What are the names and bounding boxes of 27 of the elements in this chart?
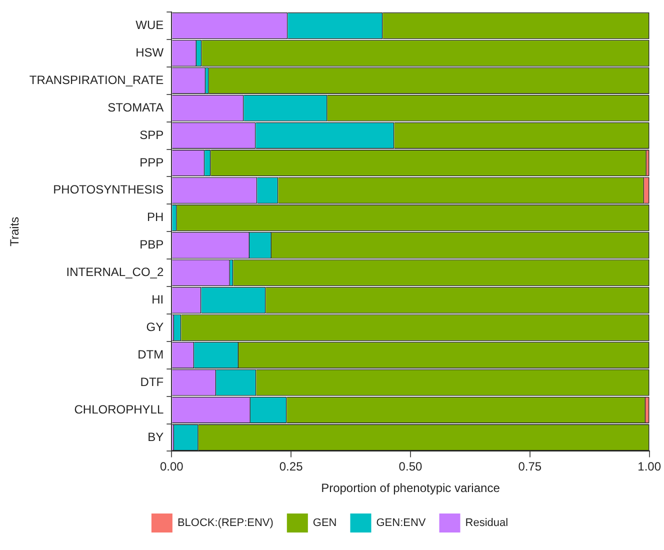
y-tick-label: WUE: [136, 18, 164, 32]
legend-label: GEN:ENV: [376, 517, 426, 530]
y-axis-title: Traits: [8, 216, 22, 246]
y-tick-label: TRANSPIRATION_RATE: [29, 72, 164, 87]
x-tick-label: 0.00: [160, 460, 184, 474]
y-tick-label: INTERNAL_CO_2: [66, 265, 164, 280]
y-tick-label: PPP: [140, 155, 164, 170]
x-tick-label: 0.75: [518, 460, 542, 474]
y-tick-label: PBP: [140, 238, 164, 252]
x-tick-label: 0.25: [279, 460, 304, 474]
y-tick-label: CHLOROPHYLL: [74, 402, 164, 416]
y-tick-label: PH: [146, 210, 164, 224]
x-tick-label: 0.50: [398, 460, 422, 474]
y-tick-label: DTF: [140, 374, 164, 389]
x-axis-title: Proportion of phenotypic variance: [321, 481, 500, 496]
y-tick-label: PHOTOSYNTHESIS: [53, 182, 164, 197]
y-tick-label: BY: [148, 430, 164, 444]
legend-label: BLOCK:(REP:ENV): [177, 517, 274, 530]
y-tick-label: SPP: [140, 128, 164, 142]
y-tick-label: STOMATA: [108, 100, 164, 114]
x-tick-label: 1.00: [638, 460, 662, 474]
y-tick-label: GY: [146, 320, 164, 334]
y-tick-label: HI: [152, 292, 164, 307]
legend-label: GEN: [312, 517, 337, 530]
legend-label: Residual: [465, 517, 508, 530]
y-tick-label: HSW: [136, 45, 164, 60]
y-tick-label: DTM: [138, 347, 164, 362]
